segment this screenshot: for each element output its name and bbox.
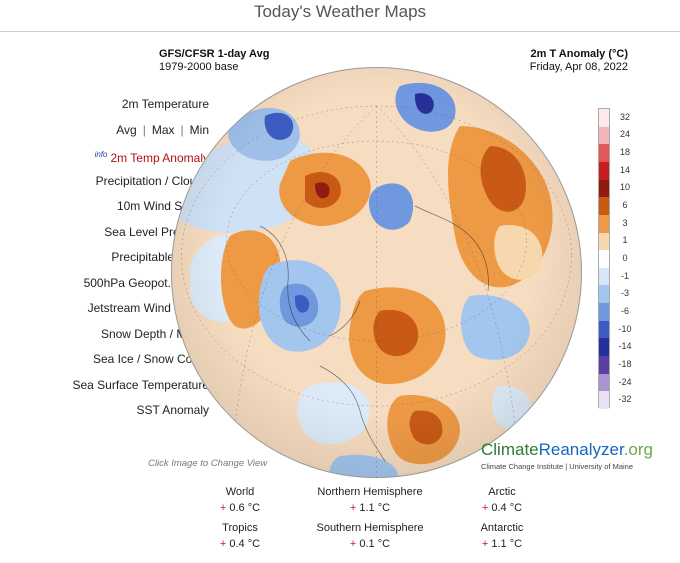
anomaly-globe-map[interactable]: [170, 66, 583, 479]
plus-sign: +: [349, 538, 357, 550]
legend-tick-label: -6: [620, 305, 629, 316]
legend-tick-label: 3: [622, 217, 628, 228]
plus-sign: +: [481, 502, 489, 514]
legend-swatch: [599, 197, 609, 216]
model-header: GFS/CFSR 1-day Avg 1979-2000 base: [159, 48, 269, 74]
stat-antarctic: Antarctic +1.1 °C: [417, 520, 587, 552]
stat-value: 1.1 °C: [359, 502, 391, 514]
legend-tick-label: 32: [619, 111, 630, 122]
legend-swatch: [599, 285, 609, 304]
legend-swatch: [599, 179, 609, 198]
legend-tick-label: 10: [619, 182, 630, 193]
legend-swatch: [599, 303, 609, 322]
color-scale-legend: [598, 108, 610, 410]
logo-part-reanalyzer: Reanalyzer: [538, 440, 624, 459]
variable-header: 2m T Anomaly (°C) Friday, Apr 08, 2022: [530, 48, 628, 74]
stat-label: World: [225, 486, 255, 498]
legend-swatch: [599, 391, 609, 410]
menu-item-label: Precipitation / Clouds: [95, 173, 209, 188]
stat-southern-hemisphere: Southern Hemisphere +0.1 °C: [285, 520, 455, 552]
legend-tick-label: 6: [622, 200, 628, 211]
legend-swatch: [599, 144, 609, 163]
legend-swatch: [599, 109, 609, 128]
menu-item-sea-surface-temperature[interactable]: Sea Surface Temperature: [72, 377, 209, 403]
logo-part-climate: Climate: [481, 440, 539, 459]
menu-item-label: SST Anomaly: [136, 403, 209, 417]
plus-sign: +: [349, 502, 357, 514]
stat-world: World +0.6 °C: [155, 484, 325, 516]
legend-tick-label: -3: [620, 288, 629, 299]
menu-sub-avg[interactable]: Avg: [116, 122, 137, 137]
logo-part-org: .org: [623, 440, 653, 459]
legend-tick-label: 18: [619, 147, 630, 158]
stat-northern-hemisphere: Northern Hemisphere +1.1 °C: [285, 484, 455, 516]
legend-tick-label: -14: [618, 341, 632, 352]
legend-tick-label: -1: [620, 270, 629, 281]
variable-label: 2m T Anomaly (°C): [530, 48, 628, 60]
legend-swatch: [599, 320, 609, 339]
legend-swatch: [599, 126, 609, 145]
menu-separator: |: [180, 122, 184, 137]
stat-label: Tropics: [222, 522, 258, 534]
page-title: Today's Weather Maps: [253, 2, 427, 21]
menu-item-label: Sea Surface Temperature: [72, 377, 209, 392]
legend-tick-label: -32: [618, 394, 632, 405]
menu-item-sea-ice-snow-cover[interactable]: Sea Ice / Snow Cover: [72, 351, 209, 377]
legend-swatch: [599, 373, 609, 392]
stat-label: Southern Hemisphere: [316, 522, 424, 534]
stat-value: 1.1 °C: [491, 538, 523, 550]
menu-sub-max[interactable]: Max: [151, 122, 175, 137]
stat-tropics: Tropics +0.4 °C: [155, 520, 325, 552]
stat-value: 0.4 °C: [491, 502, 523, 514]
legend-tick-label: 14: [619, 164, 630, 175]
stat-label: Arctic: [488, 486, 516, 498]
legend-swatch: [599, 338, 609, 357]
legend-swatch: [599, 250, 609, 269]
logo-name: ClimateReanalyzer.org: [481, 440, 653, 460]
legend-tick-label: -10: [618, 323, 632, 334]
info-icon[interactable]: info: [94, 150, 108, 159]
date-label: Friday, Apr 08, 2022: [529, 61, 628, 73]
legend-swatch: [599, 356, 609, 375]
title-divider: [0, 31, 680, 32]
legend-tick-label: -24: [618, 376, 632, 387]
legend-swatch: [599, 214, 609, 234]
menu-item-label: 2m Temperature: [121, 97, 209, 111]
base-period-label: 1979-2000 base: [159, 61, 239, 73]
menu-item-sst-anomaly[interactable]: SST Anomaly: [72, 402, 209, 428]
menu-item-label: Sea Ice / Snow Cover: [92, 352, 209, 366]
menu-separator: |: [142, 122, 146, 137]
stat-value: 0.1 °C: [359, 538, 391, 550]
legend-swatch: [599, 232, 609, 251]
stat-value: 0.4 °C: [229, 538, 261, 550]
menu-item-label: 2m Temp Anomaly: [110, 151, 210, 165]
plus-sign: +: [219, 502, 227, 514]
menu-item-precipitation-clouds[interactable]: Precipitation / Clouds: [72, 173, 209, 199]
anomaly-stats-panel: World +0.6 °C Northern Hemisphere +1.1 °…: [0, 476, 680, 563]
climate-reanalyzer-logo[interactable]: ClimateReanalyzer.org Climate Change Ins…: [481, 440, 653, 471]
model-label: GFS/CFSR 1-day Avg: [159, 48, 270, 60]
stat-label: Northern Hemisphere: [317, 486, 423, 498]
legend-swatch: [599, 267, 609, 286]
menu-item-2m-temp-anomaly[interactable]: info 2m Temp Anomaly: [72, 147, 209, 173]
legend-tick-label: 0: [622, 253, 628, 263]
legend-swatch: [599, 161, 609, 181]
plus-sign: +: [219, 538, 227, 550]
logo-tagline: Climate Change Institute | University of…: [481, 462, 634, 471]
menu-item-temp-subtypes: Avg | Max | Min: [72, 122, 209, 148]
stat-arctic: Arctic +0.4 °C: [417, 484, 587, 516]
plus-sign: +: [481, 538, 489, 550]
legend-tick-label: -18: [618, 358, 632, 369]
stat-value: 0.6 °C: [229, 502, 261, 514]
menu-sub-min[interactable]: Min: [189, 122, 209, 137]
stat-label: Antarctic: [480, 522, 524, 534]
map-click-hint: Click Image to Change View: [148, 458, 268, 469]
legend-tick-label: 1: [622, 235, 628, 246]
menu-item-2m-temperature[interactable]: 2m Temperature: [72, 96, 209, 122]
legend-tick-label: 24: [619, 129, 630, 140]
